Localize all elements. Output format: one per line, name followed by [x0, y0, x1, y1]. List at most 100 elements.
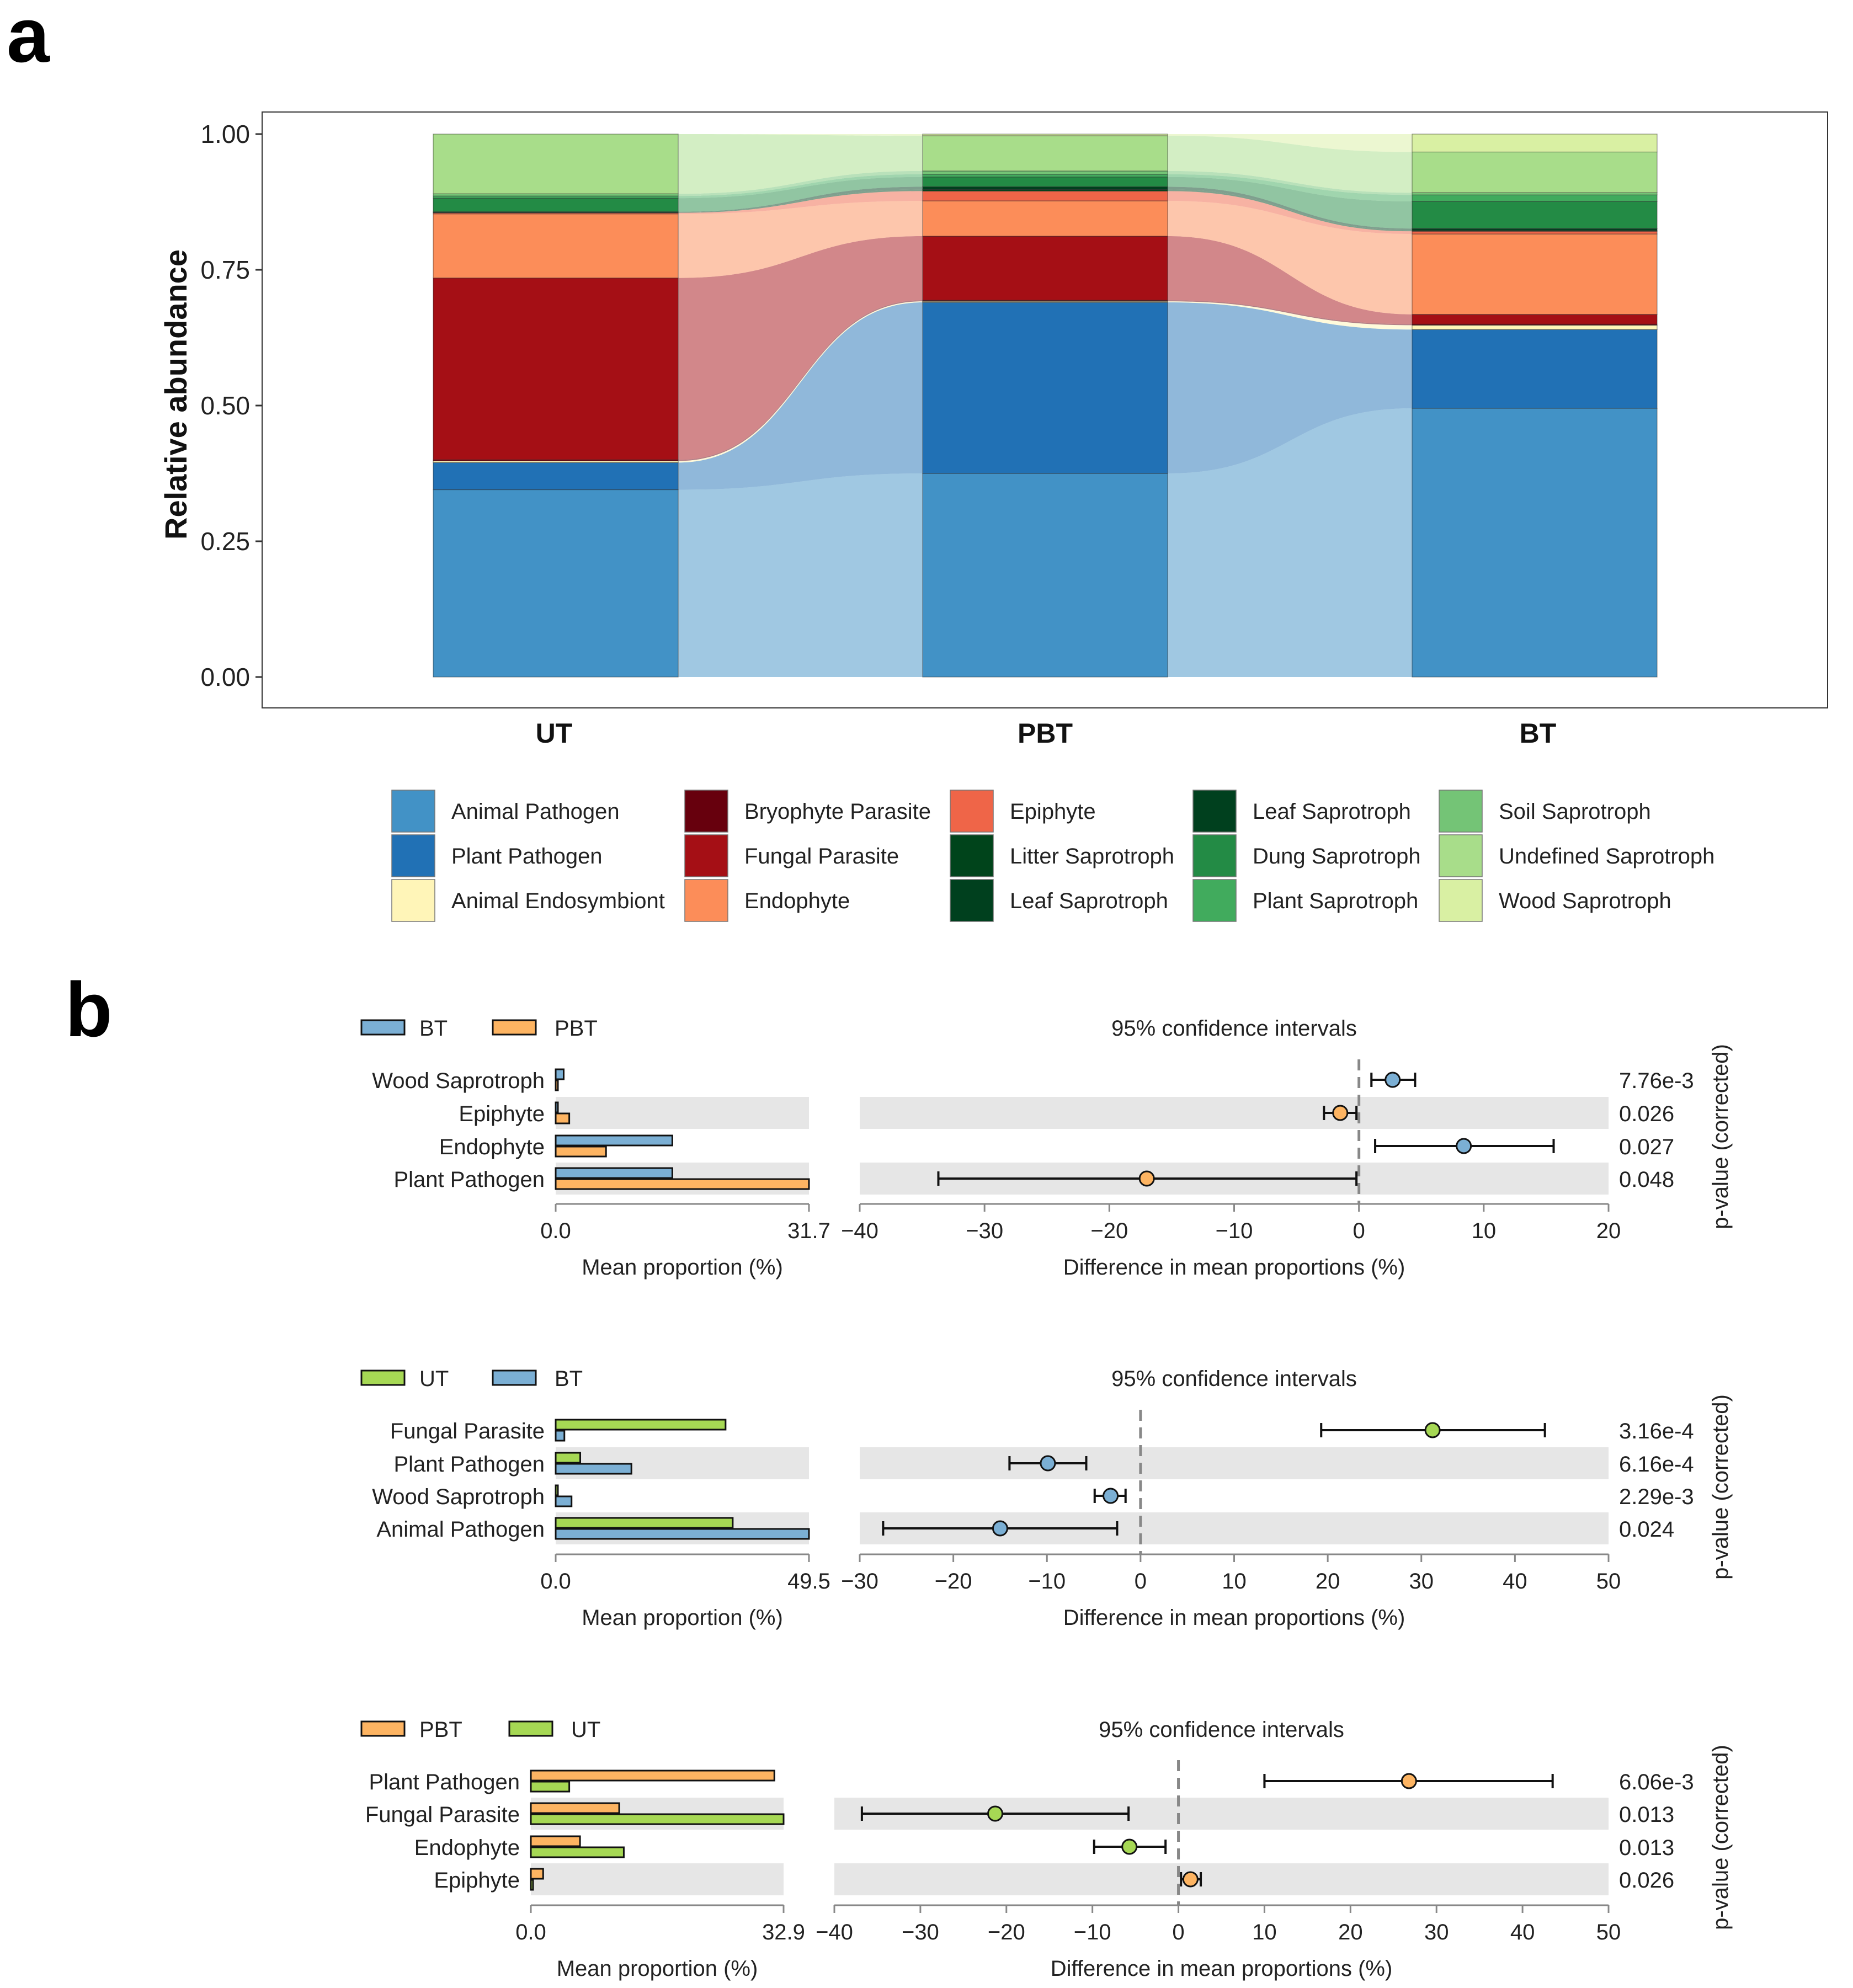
flow-bryophyte-parasite [1168, 300, 1412, 326]
diff-axis-tick-label: −30 [966, 1219, 1003, 1243]
bar-axis-tick-label: 0.0 [515, 1920, 546, 1944]
bar-pbt-undefined-saprotroph [922, 135, 1168, 172]
flow-endophyte [1168, 201, 1412, 315]
diff-axis-tick-label: 10 [1472, 1219, 1497, 1243]
bar-pbt-endophyte [922, 200, 1168, 237]
bar-pbt-soil-saprotroph [922, 170, 1168, 175]
legend-label-pbt: PBT [555, 1016, 598, 1041]
flow-plant-saprotroph [1168, 174, 1412, 202]
legend-key-litter-saprotroph [950, 834, 994, 877]
row-shade [834, 1863, 1609, 1895]
bar-ut-fungal-parasite [433, 278, 679, 461]
diff-axis-tick-label: 0 [1172, 1920, 1184, 1944]
bar-pbt-plant-saprotroph [922, 174, 1168, 178]
bar-bt-animal-pathogen [555, 1528, 810, 1540]
p-value: 0.013 [1619, 1803, 1674, 1827]
legend-label-bt: BT [555, 1367, 583, 1391]
category-label-endophyte: Endophyte [414, 1836, 520, 1860]
mean-diff-point-wood-saprotroph [1103, 1488, 1119, 1504]
diff-axis-tick-label: −20 [935, 1569, 972, 1593]
diff-axis-title: Difference in mean proportions (%) [1051, 1957, 1393, 1981]
flow-plant-pathogen [1168, 302, 1412, 473]
bar-ut-animal-pathogen [433, 489, 679, 678]
mean-diff-point-endophyte [1456, 1138, 1472, 1154]
legend-key-animal-endosymbiont [391, 879, 435, 922]
guild-legend: Animal Pathogen Plant Pathogen Animal Endo… [391, 790, 1714, 922]
legend-label-bt: BT [419, 1016, 448, 1041]
bar-bt-plant-pathogen [555, 1463, 632, 1475]
mean-diff-point-endophyte [1121, 1838, 1138, 1855]
flow-wood-saprotroph [1168, 134, 1412, 152]
y-tick-label: 0.25 [200, 527, 250, 556]
legend-key-ut [360, 1369, 406, 1386]
bar-axis-tick-label: 49.5 [787, 1569, 830, 1593]
flow-epiphyte [678, 191, 923, 214]
diff-axis-tick-label: −10 [1074, 1920, 1111, 1944]
legend-key-pbt [492, 1019, 537, 1036]
stacked-abundance-chart: 0.00 0.25 0.50 0.75 1.00 Relative abundance UT… [158, 111, 1828, 749]
legend-label-leaf-saprotroph: Leaf Saprotroph [1010, 889, 1168, 913]
diff-axis-title: Difference in mean proportions (%) [1063, 1606, 1405, 1630]
y-tick-label: 1.00 [200, 120, 250, 148]
bar-bt-animal-pathogen [1412, 408, 1658, 678]
bar-ut-plant-pathogen [555, 1452, 582, 1464]
bar-ut-fungal-parasite [555, 1419, 727, 1431]
flow-endophyte [678, 201, 923, 278]
row-shade [556, 1097, 809, 1129]
diff-axis-tick-label: −20 [988, 1920, 1025, 1944]
row-shade [860, 1097, 1609, 1129]
p-value: 0.024 [1619, 1517, 1674, 1542]
legend-key-dung-saprotroph [1192, 834, 1237, 877]
legend-label-plant-pathogen: Plant Pathogen [451, 844, 603, 868]
bar-ut-undefined-saprotroph [433, 134, 679, 194]
mean-diff-point-plant-pathogen [1401, 1773, 1417, 1789]
bar-bt-plant-pathogen [1412, 329, 1658, 409]
bar-bt-wood-saprotroph [1412, 134, 1658, 153]
row-shade [531, 1863, 784, 1895]
diff-axis-tick-label: 20 [1338, 1920, 1363, 1944]
category-label-plant-pathogen: Plant Pathogen [393, 1168, 545, 1192]
bar-axis-tick-label: 31.7 [787, 1219, 830, 1243]
mean-diff-point-plant-pathogen [1138, 1170, 1155, 1187]
bar-pbt-epiphyte [555, 1112, 571, 1124]
diff-axis-tick-label: 50 [1596, 1569, 1621, 1593]
legend-key-endophyte [684, 879, 728, 922]
p-value: 6.16e-4 [1619, 1452, 1694, 1477]
diff-axis-tick-label: 30 [1424, 1920, 1449, 1944]
diff-axis-tick-label: 20 [1316, 1569, 1340, 1593]
legend-label-bryophyte-parasite: Bryophyte Parasite [744, 800, 931, 824]
flow-soil-saprotroph [678, 170, 923, 196]
flow-dung-saprotroph [1168, 177, 1412, 229]
diff-axis-tick-label: −20 [1090, 1219, 1128, 1243]
bar-bt-epiphyte [1412, 231, 1658, 234]
flow-undefined-saprotroph [1168, 135, 1412, 193]
flow-dung-saprotroph [678, 177, 923, 212]
bar-pbt-fungal-parasite [530, 1802, 620, 1814]
diff-axis-tick-label: −10 [1028, 1569, 1066, 1593]
mean-diff-point-animal-pathogen [992, 1520, 1008, 1537]
bar-ut-animal-pathogen [555, 1517, 734, 1529]
p-value: 6.06e-3 [1619, 1770, 1694, 1794]
bar-bt-dung-saprotroph [1412, 201, 1658, 229]
legend-label-dung-saprotroph: Dung Saprotroph [1253, 844, 1421, 868]
bar-ut-epiphyte [530, 1879, 534, 1891]
plot-frame [262, 111, 1828, 708]
category-label-endophyte: Endophyte [439, 1135, 545, 1159]
bar-ut-wood-saprotroph [555, 1484, 559, 1496]
flow-fungal-parasite [678, 236, 923, 460]
ci-title: 95% confidence intervals [1111, 1016, 1357, 1041]
y-axis-title: Relative abundance [158, 249, 193, 540]
diff-axis-tick-label: 10 [1222, 1569, 1247, 1593]
bar-pbt-plant-pathogen [555, 1178, 810, 1190]
category-label-epiphyte: Epiphyte [459, 1102, 545, 1126]
legend-key-fungal-parasite [684, 834, 728, 877]
flow-litter-saprotroph [678, 189, 923, 213]
legend-key-leaf-saprotroph [950, 879, 994, 922]
legend-key-ut [508, 1720, 553, 1737]
legend-label-leaf-saprotroph: Leaf Saprotroph [1253, 800, 1411, 824]
legend-key-animal-pathogen [391, 790, 435, 833]
legend-key-undefined-saprotroph [1439, 834, 1483, 877]
diff-axis-tick-label: 50 [1596, 1920, 1621, 1944]
bar-pbt-endophyte [555, 1145, 607, 1158]
